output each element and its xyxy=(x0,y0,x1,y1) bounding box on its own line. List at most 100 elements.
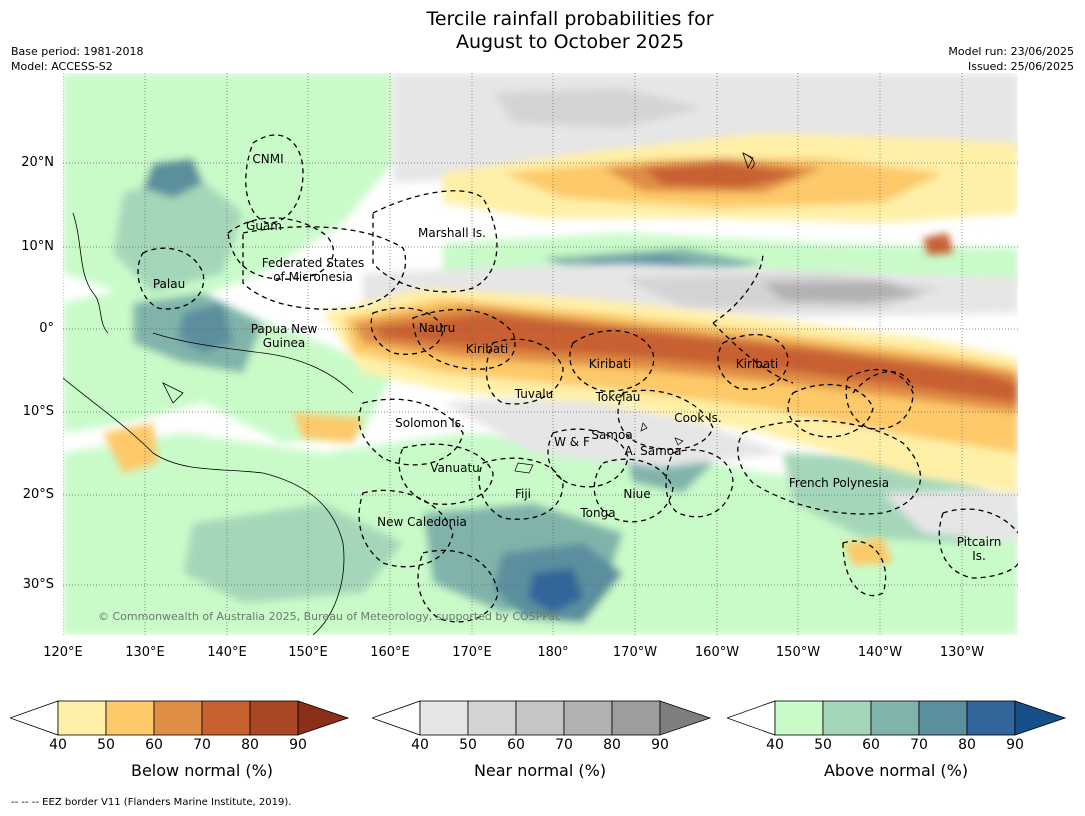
colorbar-above-low-arrow xyxy=(727,700,776,736)
colorbar-near-low-arrow xyxy=(372,700,421,736)
meta-right: Model run: 23/06/2025 Issued: 25/06/2025 xyxy=(948,44,1074,74)
colorbar-near-swatch xyxy=(419,700,469,736)
region-fsm-line1: Federated States xyxy=(261,256,365,270)
lat-label: 10°N xyxy=(21,239,54,254)
eez-borders xyxy=(137,134,1018,623)
lat-label: 30°S xyxy=(22,577,54,592)
region-tuvalu: Tuvalu xyxy=(514,387,554,401)
lon-label: 170°W xyxy=(612,645,658,660)
region-cnmi: CNMI xyxy=(252,152,284,166)
lon-label: 140°W xyxy=(857,645,903,660)
region-fiji: Fiji xyxy=(514,487,532,501)
lon-label: 150°E xyxy=(288,645,328,660)
lon-label: 150°W xyxy=(775,645,821,660)
region-palau: Palau xyxy=(152,277,186,291)
model-name: Model: ACCESS-S2 xyxy=(11,60,113,73)
lon-label: 130°W xyxy=(939,645,985,660)
title-line-1: Tercile rainfall probabilities for xyxy=(426,8,714,30)
title-line-2: August to October 2025 xyxy=(455,31,685,53)
region-png: Papua New Guinea xyxy=(251,322,318,350)
colorbar-near-tick: 60 xyxy=(507,737,525,753)
colorbar-below-low-arrow xyxy=(10,700,59,736)
colorbar-below-swatch xyxy=(105,700,155,736)
colorbar-below-high-arrow xyxy=(297,700,350,736)
colorbar-near-swatch xyxy=(563,700,613,736)
map-title: Tercile rainfall probabilities for Augus… xyxy=(0,8,1085,54)
colorbar-below-tick: 40 xyxy=(49,737,67,753)
colorbar-above-tick: 50 xyxy=(814,737,832,753)
model-run: Model run: 23/06/2025 xyxy=(948,45,1074,58)
lat-label: 0° xyxy=(39,321,54,336)
region-french-polynesia: French Polynesia xyxy=(788,476,890,490)
lon-label: 160°E xyxy=(370,645,410,660)
colorbar-above-swatch xyxy=(966,700,1016,736)
copyright-notice: © Commonwealth of Australia 2025, Bureau… xyxy=(98,610,562,623)
region-guam: Guam xyxy=(246,219,282,233)
colorbar-below-swatch xyxy=(201,700,251,736)
colorbar-above-swatch xyxy=(774,700,824,736)
region-kiribati-east: Kiribati xyxy=(735,357,779,371)
colorbar-near-tick: 50 xyxy=(459,737,477,753)
colorbar-below-swatch xyxy=(153,700,203,736)
region-tonga: Tonga xyxy=(580,506,616,520)
colorbar-near xyxy=(372,700,712,736)
islands xyxy=(514,152,755,474)
colorbar-near-tick: 80 xyxy=(603,737,621,753)
region-pitcairn: Pitcairn Is. xyxy=(957,535,1002,563)
colorbar-above-tick: 60 xyxy=(862,737,880,753)
region-png-line2: Guinea xyxy=(262,336,306,350)
region-kiribati-west: Kiribati xyxy=(465,342,509,356)
graticule xyxy=(63,73,1018,635)
eez-border-note: -- -- -- EEZ border V11 (Flanders Marine… xyxy=(11,797,292,808)
colorbar-near-swatch xyxy=(467,700,517,736)
probability-map xyxy=(63,73,1018,635)
region-png-line1: Papua New xyxy=(250,322,318,336)
region-tokelau: Tokelau xyxy=(595,390,641,404)
region-wf: W & F xyxy=(554,435,590,449)
colorbar-below-tick: 70 xyxy=(193,737,211,753)
colorbar-above-high-arrow xyxy=(1014,700,1067,736)
region-pitcairn-line1: Pitcairn xyxy=(956,535,1002,549)
colorbar-near-tick: 90 xyxy=(651,737,669,753)
colorbar-near-tick: 70 xyxy=(555,737,573,753)
colorbar-above-title: Above normal (%) xyxy=(823,761,969,780)
colorbar-above-tick: 80 xyxy=(958,737,976,753)
lat-label: 20°S xyxy=(22,487,54,502)
region-fsm: Federated States of Micronesia xyxy=(262,256,364,284)
lon-label: 180° xyxy=(537,645,569,660)
lon-label: 120°E xyxy=(43,645,83,660)
region-samoa: Samoa xyxy=(591,428,633,442)
region-vanuatu: Vanuatu xyxy=(430,461,480,475)
colorbar-below-tick: 50 xyxy=(97,737,115,753)
colorbar-near-swatch xyxy=(515,700,565,736)
colorbar-above-swatch xyxy=(822,700,872,736)
colorbar-below-tick: 80 xyxy=(241,737,259,753)
issued-date: Issued: 25/06/2025 xyxy=(967,60,1074,73)
colorbar-near-high-arrow xyxy=(659,700,712,736)
colorbar-below-tick: 60 xyxy=(145,737,163,753)
colorbar-near-swatch xyxy=(611,700,661,736)
lon-label: 130°E xyxy=(125,645,165,660)
region-asamoa: A. Samoa xyxy=(624,444,682,458)
region-fsm-line2: of Micronesia xyxy=(273,270,353,284)
coastlines xyxy=(63,152,754,635)
colorbar-below-tick: 90 xyxy=(289,737,307,753)
lat-label: 10°S xyxy=(22,404,54,419)
lat-label: 20°N xyxy=(21,155,54,170)
colorbar-near-tick: 40 xyxy=(411,737,429,753)
below-normal-field xyxy=(103,133,1018,565)
region-new-caledonia: New Caledonia xyxy=(377,515,467,529)
region-nauru: Nauru xyxy=(418,321,456,335)
region-cook: Cook Is. xyxy=(674,411,722,425)
colorbar-below-title: Below normal (%) xyxy=(130,761,274,780)
region-pitcairn-line2: Is. xyxy=(972,549,986,563)
colorbar-above xyxy=(727,700,1067,736)
lon-label: 160°W xyxy=(694,645,740,660)
colorbar-below-swatch xyxy=(249,700,299,736)
region-kiribati-central: Kiribati xyxy=(588,357,632,371)
region-marshall: Marshall Is. xyxy=(418,226,486,240)
colorbar-above-tick: 40 xyxy=(766,737,784,753)
base-period: Base period: 1981-2018 xyxy=(11,45,144,58)
meta-left: Base period: 1981-2018 Model: ACCESS-S2 xyxy=(11,44,143,74)
colorbar-above-tick: 70 xyxy=(910,737,928,753)
